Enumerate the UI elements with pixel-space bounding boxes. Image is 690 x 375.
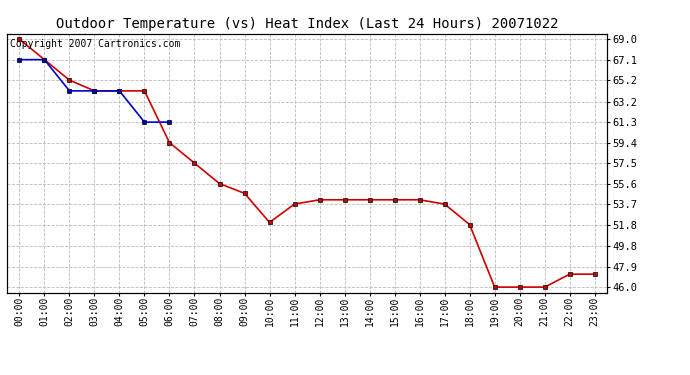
Title: Outdoor Temperature (vs) Heat Index (Last 24 Hours) 20071022: Outdoor Temperature (vs) Heat Index (Las… — [56, 17, 558, 31]
Text: Copyright 2007 Cartronics.com: Copyright 2007 Cartronics.com — [10, 39, 180, 49]
